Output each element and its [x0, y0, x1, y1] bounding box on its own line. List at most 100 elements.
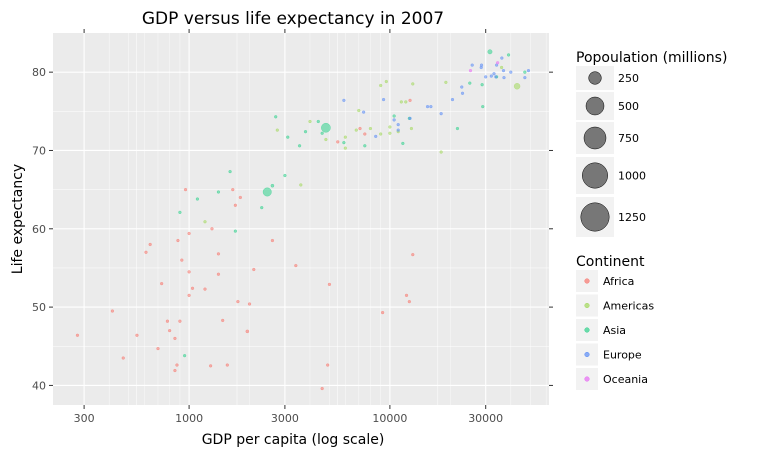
data-point-africa	[203, 287, 207, 291]
data-points	[75, 49, 531, 391]
data-point-africa	[247, 302, 252, 306]
size-legend-circle	[582, 162, 608, 189]
data-point-americas	[299, 183, 303, 187]
data-point-africa	[176, 238, 180, 243]
x-tick-label: 30000	[468, 412, 503, 425]
data-point-africa	[363, 132, 367, 136]
data-point-americas	[409, 126, 414, 131]
data-point-asia	[342, 140, 346, 145]
data-point-oceania	[468, 68, 473, 73]
data-point-americas	[499, 65, 504, 70]
continent-legend-dot	[584, 327, 590, 333]
data-point-asia	[274, 115, 278, 119]
y-tick-label: 80	[32, 66, 46, 79]
data-point-africa	[236, 299, 240, 304]
data-point-africa	[148, 242, 152, 247]
data-point-europe	[450, 97, 455, 102]
data-point-americas	[399, 100, 403, 104]
data-point-asia	[401, 141, 405, 146]
data-point-europe	[509, 70, 513, 74]
data-point-europe	[381, 97, 386, 102]
data-point-europe	[396, 128, 400, 132]
size-legend-circle	[583, 126, 607, 150]
data-point-europe	[494, 75, 498, 79]
y-tick-label: 50	[32, 301, 46, 314]
data-point-asia	[392, 114, 396, 118]
data-point-asia	[316, 119, 320, 124]
size-legend-label: 1000	[618, 170, 646, 183]
data-point-asia	[480, 83, 484, 87]
continent-legend-label: Americas	[603, 300, 654, 313]
data-point-africa	[183, 187, 188, 192]
data-point-africa	[294, 263, 298, 268]
data-point-americas	[275, 128, 279, 132]
data-point-europe	[502, 75, 506, 80]
data-point-americas	[411, 82, 415, 86]
size-legend-circle	[585, 96, 605, 116]
data-point-asia	[506, 53, 511, 57]
data-point-asia	[216, 190, 221, 194]
data-point-asia	[270, 183, 275, 188]
data-point-asia	[468, 81, 472, 85]
data-point-americas	[343, 146, 347, 150]
data-point-africa	[173, 368, 177, 373]
data-point-africa	[358, 126, 362, 131]
continent-legend-dot	[584, 302, 590, 309]
data-point-africa	[190, 286, 195, 290]
data-point-asia	[487, 49, 493, 55]
data-point-asia	[182, 354, 187, 358]
data-point-europe	[429, 104, 433, 109]
data-point-africa	[326, 363, 330, 367]
data-point-africa	[231, 187, 235, 192]
data-point-africa	[327, 282, 332, 287]
size-legend: Popoulation (millions) 250 500 750 1000 1250	[576, 50, 727, 237]
data-point-africa	[208, 364, 213, 368]
data-point-africa	[175, 363, 179, 367]
data-point-europe	[526, 68, 531, 73]
data-point-africa	[178, 319, 182, 323]
x-tick-label: 10000	[372, 412, 407, 425]
x-tick-label: 300	[74, 412, 95, 425]
x-tick-label: 3000	[271, 412, 299, 425]
data-point-americas	[388, 131, 392, 135]
data-point-europe	[425, 104, 430, 109]
continent-legend-dot	[584, 376, 590, 382]
data-point-americas	[379, 83, 383, 88]
size-legend-circle	[588, 71, 602, 85]
data-point-europe	[408, 116, 412, 121]
y-tick-label: 40	[32, 379, 46, 392]
data-point-asia	[286, 135, 290, 139]
x-axis-title: GDP per capita (log scale)	[202, 432, 385, 448]
data-point-africa	[233, 203, 238, 207]
data-point-asia	[481, 104, 485, 109]
y-tick-label: 60	[32, 223, 46, 236]
data-point-asia	[178, 210, 182, 214]
y-axis-ticks: 40 50 60 70 80	[32, 66, 553, 392]
data-point-europe	[392, 118, 396, 122]
data-point-africa	[221, 318, 225, 323]
data-point-americas	[388, 125, 392, 129]
data-point-americas	[404, 100, 408, 104]
data-point-asia	[303, 130, 308, 134]
data-point-europe	[342, 98, 346, 103]
data-point-europe	[470, 63, 474, 67]
data-point-africa	[165, 319, 170, 323]
data-point-africa	[156, 346, 160, 351]
data-point-asia	[320, 131, 324, 135]
data-point-africa	[167, 328, 172, 333]
data-point-americas	[444, 80, 448, 84]
data-point-americas	[343, 135, 347, 139]
data-point-africa	[135, 333, 139, 337]
data-point-africa	[407, 299, 412, 304]
size-legend-label: 250	[618, 72, 639, 85]
continent-legend: Continent Africa Americas Asia Europe Oceani…	[576, 254, 654, 390]
data-point-africa	[144, 250, 148, 254]
data-point-europe	[361, 110, 366, 114]
size-legend-label: 500	[618, 100, 639, 113]
continent-legend-label: Europe	[603, 349, 642, 362]
data-point-asia	[233, 229, 238, 233]
data-point-asia	[455, 126, 460, 131]
data-point-africa	[210, 227, 214, 231]
data-point-africa	[408, 98, 412, 103]
